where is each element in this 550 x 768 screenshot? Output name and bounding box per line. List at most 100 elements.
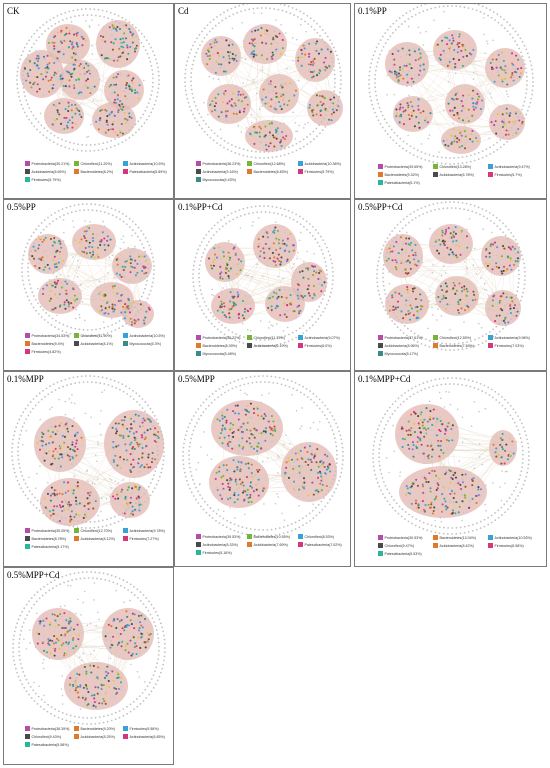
- panel-title: 0.5%PP+Cd: [358, 202, 403, 212]
- network-node: [220, 303, 223, 306]
- network-node: [417, 334, 420, 337]
- network-node: [488, 212, 491, 214]
- network-node: [38, 53, 41, 56]
- network-node: [49, 385, 51, 388]
- network-node: [412, 47, 416, 50]
- network-node: [336, 483, 339, 486]
- legend-swatch: [378, 172, 383, 177]
- network-node: [74, 58, 77, 61]
- network-node: [476, 140, 480, 143]
- network-node: [228, 15, 231, 18]
- network-node: [314, 229, 317, 231]
- network-edge: [69, 237, 92, 291]
- network-node: [107, 98, 109, 100]
- network-node: [44, 266, 47, 269]
- network-node: [42, 448, 44, 451]
- network-edge: [133, 259, 146, 275]
- network-node: [37, 121, 40, 124]
- network-node: [74, 445, 77, 448]
- network-node: [57, 261, 60, 264]
- network-edge: [213, 69, 291, 94]
- network-node: [512, 249, 515, 251]
- network-node: [70, 510, 73, 513]
- network-node: [124, 303, 127, 306]
- network-node: [285, 11, 288, 13]
- network-node: [495, 325, 498, 328]
- network-node: [233, 529, 236, 532]
- network-node: [129, 317, 132, 320]
- network-node: [381, 35, 384, 38]
- network-node: [131, 492, 134, 495]
- network-node: [103, 225, 106, 227]
- network-node: [457, 309, 460, 312]
- network-node: [65, 26, 68, 30]
- network-node: [287, 340, 290, 343]
- network-node: [419, 69, 422, 72]
- legend-label: Proteobacteria(38.23%): [202, 161, 241, 166]
- legend-label: Chloroflexi(12.68%): [253, 161, 286, 166]
- network-node: [322, 311, 324, 313]
- network-node: [58, 257, 61, 260]
- network-node: [215, 231, 218, 233]
- network-node: [493, 80, 496, 83]
- network-node: [408, 49, 411, 52]
- network-node: [133, 250, 136, 252]
- network-node: [18, 437, 21, 440]
- legend-label: Acidobacteria(8.12%): [80, 536, 115, 541]
- network-node: [472, 48, 475, 51]
- network-node: [309, 519, 311, 522]
- network-node: [408, 117, 411, 121]
- network-edge: [86, 75, 110, 124]
- network-node: [450, 42, 453, 45]
- network-node: [324, 32, 327, 35]
- network-node: [22, 107, 24, 110]
- network-node: [44, 395, 46, 398]
- network-node: [274, 534, 277, 536]
- network-edge: [213, 43, 268, 51]
- network-node: [504, 71, 507, 74]
- network-node: [280, 122, 283, 125]
- network-node: [441, 289, 444, 292]
- network-node: [158, 475, 161, 478]
- network-node: [292, 59, 294, 62]
- network-edge: [406, 255, 496, 308]
- legend-label: Actinobacteria(9.07%): [304, 335, 340, 340]
- network-node: [145, 489, 148, 492]
- network-node: [227, 269, 230, 273]
- network-node: [90, 14, 93, 17]
- network-node: [37, 67, 40, 70]
- network-node: [509, 241, 512, 244]
- network-node: [62, 74, 65, 77]
- network-node: [331, 279, 334, 282]
- network-node: [405, 12, 408, 15]
- network-node: [45, 284, 48, 287]
- network-node: [190, 72, 193, 74]
- network-node: [78, 113, 81, 116]
- network-node: [190, 84, 193, 87]
- legend-label: Acidobacteria(6.78%): [439, 172, 474, 177]
- network-node: [406, 327, 409, 330]
- network-node: [502, 327, 504, 330]
- network-node: [327, 250, 330, 253]
- network-node: [443, 10, 445, 13]
- network-node: [64, 400, 67, 403]
- network-node: [43, 127, 46, 130]
- network-node: [416, 149, 419, 152]
- network-edge: [467, 43, 517, 115]
- network-node: [296, 16, 299, 18]
- network-node: [503, 108, 505, 111]
- network-edge: [209, 44, 319, 62]
- network-node: [88, 494, 91, 497]
- network-node: [155, 437, 158, 440]
- legend-label: Firmicutes(7.27%): [129, 536, 159, 541]
- network-node: [140, 263, 142, 266]
- network-node: [275, 343, 278, 346]
- network-node: [42, 23, 45, 26]
- network-edge: [391, 72, 416, 79]
- network-node: [78, 14, 80, 17]
- network-node: [109, 127, 112, 130]
- network-node: [147, 271, 149, 274]
- network-edge: [209, 42, 275, 103]
- network-node: [239, 269, 242, 272]
- network-node: [332, 275, 334, 277]
